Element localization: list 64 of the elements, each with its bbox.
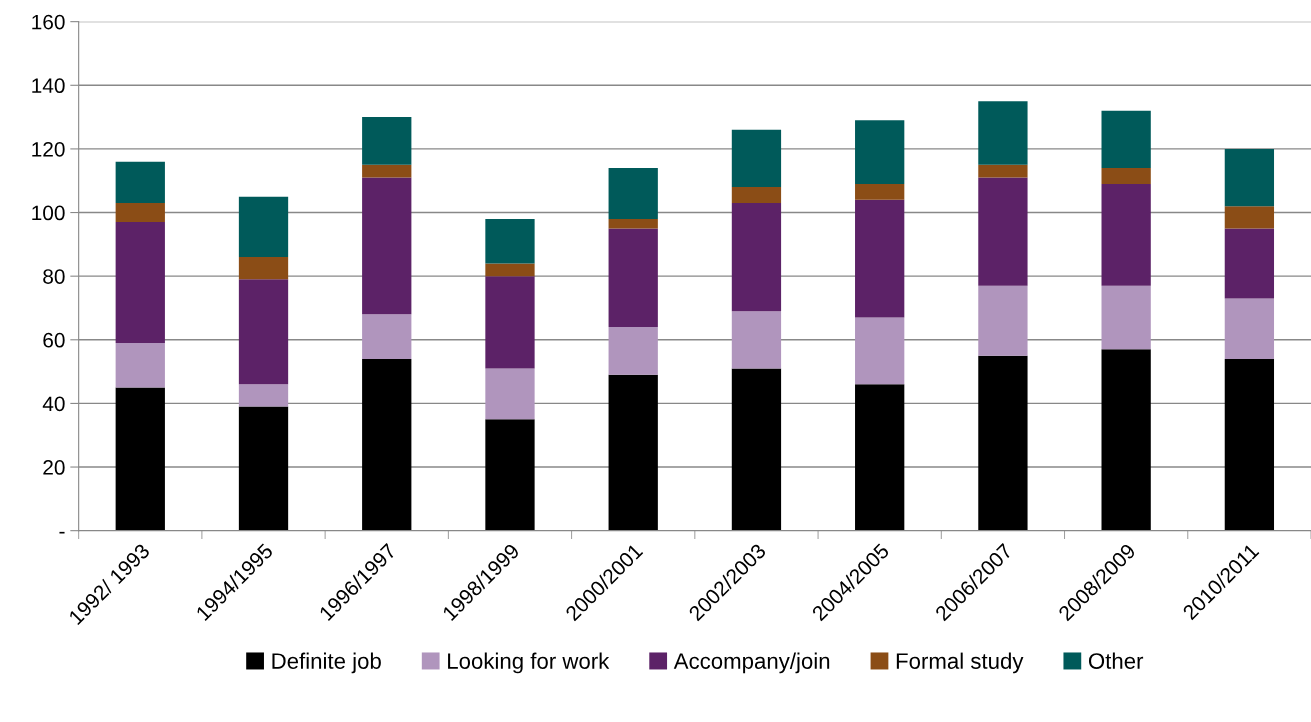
y-tick-label: 20: [43, 460, 65, 475]
bar: [485, 419, 535, 531]
bar: [855, 183, 905, 200]
bar: [485, 218, 535, 264]
bar: [1224, 298, 1275, 359]
bar: [855, 384, 905, 531]
bar: [485, 276, 535, 369]
bar: [1101, 110, 1151, 168]
bar: [1101, 285, 1151, 350]
bar: [485, 368, 535, 420]
bar: [362, 164, 412, 178]
bar: [978, 285, 1028, 356]
y-tick-label: 160: [32, 14, 65, 30]
bar: [1101, 349, 1151, 531]
bar: [1224, 358, 1275, 531]
legend-label: Other: [1088, 652, 1144, 669]
bar: [608, 218, 658, 229]
legend-label: Looking for work: [448, 652, 610, 674]
bar: [362, 358, 412, 531]
bar: [1224, 206, 1275, 229]
bar: [115, 387, 165, 531]
bar: [731, 129, 782, 188]
y-tick-label: 40: [42, 396, 65, 412]
bar: [978, 355, 1028, 531]
bar: [238, 406, 289, 531]
y-tick-label: 120: [32, 141, 65, 157]
bar: [115, 161, 165, 203]
bar: [855, 120, 905, 184]
legend-label: Accompany/join: [673, 652, 830, 674]
bar: [978, 101, 1028, 165]
bar: [731, 202, 782, 312]
bar: [855, 199, 905, 318]
bar: [362, 177, 412, 315]
bar: [238, 279, 289, 385]
y-tick-label: 100: [32, 205, 65, 221]
bar: [485, 263, 535, 277]
bar: [362, 314, 412, 359]
bar: [855, 317, 905, 385]
y-tick-label: -: [59, 531, 65, 534]
bar: [1101, 168, 1151, 184]
bar: [115, 342, 165, 388]
bar: [1101, 183, 1151, 286]
bar: [978, 164, 1028, 178]
bar: [238, 196, 289, 258]
y-tick-label: 140: [32, 78, 65, 94]
y-tick-label: 60: [43, 332, 65, 348]
bar: [238, 257, 289, 280]
bar: [362, 117, 412, 165]
bar: [115, 222, 165, 343]
legend-label: Definite job: [272, 652, 381, 674]
bar: [978, 177, 1028, 286]
bar: [238, 384, 289, 407]
bar: [731, 368, 782, 531]
bar: [1224, 148, 1275, 207]
bar: [731, 187, 782, 203]
bar: [608, 374, 658, 531]
legend-label: Formal study: [896, 652, 1024, 674]
y-tick-label: 80: [43, 269, 65, 284]
bar: [1224, 228, 1275, 299]
bar: [731, 311, 782, 369]
bar: [608, 327, 658, 375]
bar: [115, 202, 165, 223]
bar: [608, 228, 658, 328]
bar: [608, 168, 658, 219]
